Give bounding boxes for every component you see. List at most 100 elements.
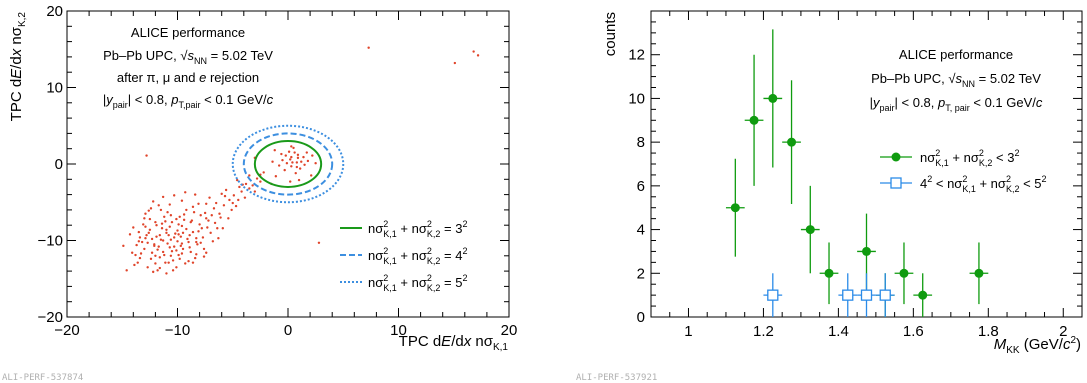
event-point: [156, 269, 159, 272]
event-point: [235, 178, 239, 182]
event-point: [168, 246, 171, 249]
event-point: [179, 235, 183, 238]
event-point: [148, 228, 152, 231]
event-point: [227, 217, 230, 220]
legend-label-kaon-sideband: 42 < nσ2 K,1 + nσ2 K,2 < 52: [920, 174, 1047, 194]
event-point: [159, 238, 163, 241]
event-point: [232, 194, 236, 197]
event-point: [163, 253, 166, 257]
event-point: [157, 204, 160, 207]
event-point: [291, 161, 294, 164]
data-point-signal: [787, 137, 797, 147]
event-point: [180, 242, 184, 245]
right-ann-line-3: |ypair| < 0.8, pT, pair < 0.1 GeV/c: [870, 95, 1043, 113]
event-point: [170, 220, 174, 224]
right-y-tick-label: 4: [637, 222, 645, 239]
event-point: [188, 233, 191, 237]
event-point: [223, 194, 227, 198]
right-y-tick-label: 2: [637, 265, 645, 282]
event-point: [145, 233, 148, 237]
event-point: [221, 227, 225, 230]
event-point: [132, 226, 135, 229]
event-point: [285, 162, 289, 165]
event-point: [146, 266, 149, 269]
right-ann-line-1: ALICE performance: [899, 47, 1013, 62]
event-point: [166, 210, 169, 214]
event-point: [302, 155, 305, 159]
event-point: [135, 243, 138, 247]
event-point: [191, 205, 195, 209]
legend-label-4sigma: nσ2 K,1 + nσ2 K,2 = 42: [368, 246, 467, 266]
event-point: [314, 162, 317, 165]
event-point: [193, 256, 197, 260]
event-point: [296, 156, 300, 160]
event-point: [191, 230, 195, 234]
event-point: [172, 194, 176, 197]
event-point: [211, 240, 215, 243]
event-point: [144, 237, 147, 240]
event-point: [165, 231, 168, 235]
event-point: [205, 217, 208, 220]
left-y-tick-label: 0: [55, 156, 63, 173]
event-point: [169, 214, 173, 217]
right-y-tick-label: 6: [637, 178, 645, 195]
event-point: [230, 208, 233, 212]
event-point: [271, 160, 274, 163]
event-point: [154, 220, 157, 224]
data-point-signal: [749, 115, 759, 125]
event-point: [158, 256, 162, 259]
data-point-signal: [918, 290, 928, 300]
left-figure-id: ALI-PERF-537874: [2, 373, 83, 383]
event-point: [206, 226, 209, 229]
data-point-signal: [805, 225, 815, 235]
event-point: [175, 249, 178, 252]
event-point: [164, 220, 167, 223]
event-point: [144, 212, 147, 215]
event-point: [283, 168, 286, 172]
event-point: [167, 261, 170, 264]
event-point: [177, 223, 180, 226]
event-point: [289, 158, 292, 161]
right-y-tick-label: 0: [637, 309, 645, 326]
event-point: [134, 253, 137, 257]
right-x-tick-label: 1.4: [828, 323, 849, 340]
event-point: [171, 269, 175, 272]
left-tick-labels: −20 −10 0 10 20 −20 −10 0 10 20: [38, 3, 518, 339]
right-axis-ticks: [651, 11, 1083, 318]
event-point: [176, 240, 179, 243]
event-point: [294, 171, 297, 175]
event-point: [186, 237, 189, 241]
right-y-axis-label: counts: [602, 12, 619, 56]
event-point: [290, 165, 293, 168]
event-point: [262, 171, 265, 174]
event-point: [181, 231, 185, 235]
left-y-tick-label: −10: [38, 233, 63, 250]
event-point: [169, 238, 173, 241]
event-point: [156, 248, 159, 251]
event-point: [259, 180, 262, 183]
left-y-tick-label: −20: [38, 309, 63, 326]
event-point: [138, 236, 142, 239]
event-point: [205, 202, 208, 205]
right-x-tick-label: 1: [684, 323, 692, 340]
event-point: [287, 150, 291, 153]
event-point: [195, 253, 198, 256]
event-point: [142, 223, 145, 226]
event-point: [237, 198, 240, 202]
event-point: [171, 259, 175, 262]
event-point: [148, 217, 152, 221]
event-point: [190, 219, 194, 222]
event-point: [197, 230, 200, 233]
event-point: [290, 155, 293, 159]
event-point: [184, 191, 187, 194]
event-point: [154, 254, 157, 257]
event-point: [218, 212, 221, 215]
event-point: [167, 233, 170, 237]
event-point: [163, 215, 166, 218]
event-point: [191, 261, 195, 264]
event-point: [193, 193, 197, 196]
event-point: [168, 203, 171, 206]
event-point: [158, 233, 162, 237]
event-point: [161, 239, 165, 242]
right-y-tick-label: 8: [637, 134, 645, 151]
